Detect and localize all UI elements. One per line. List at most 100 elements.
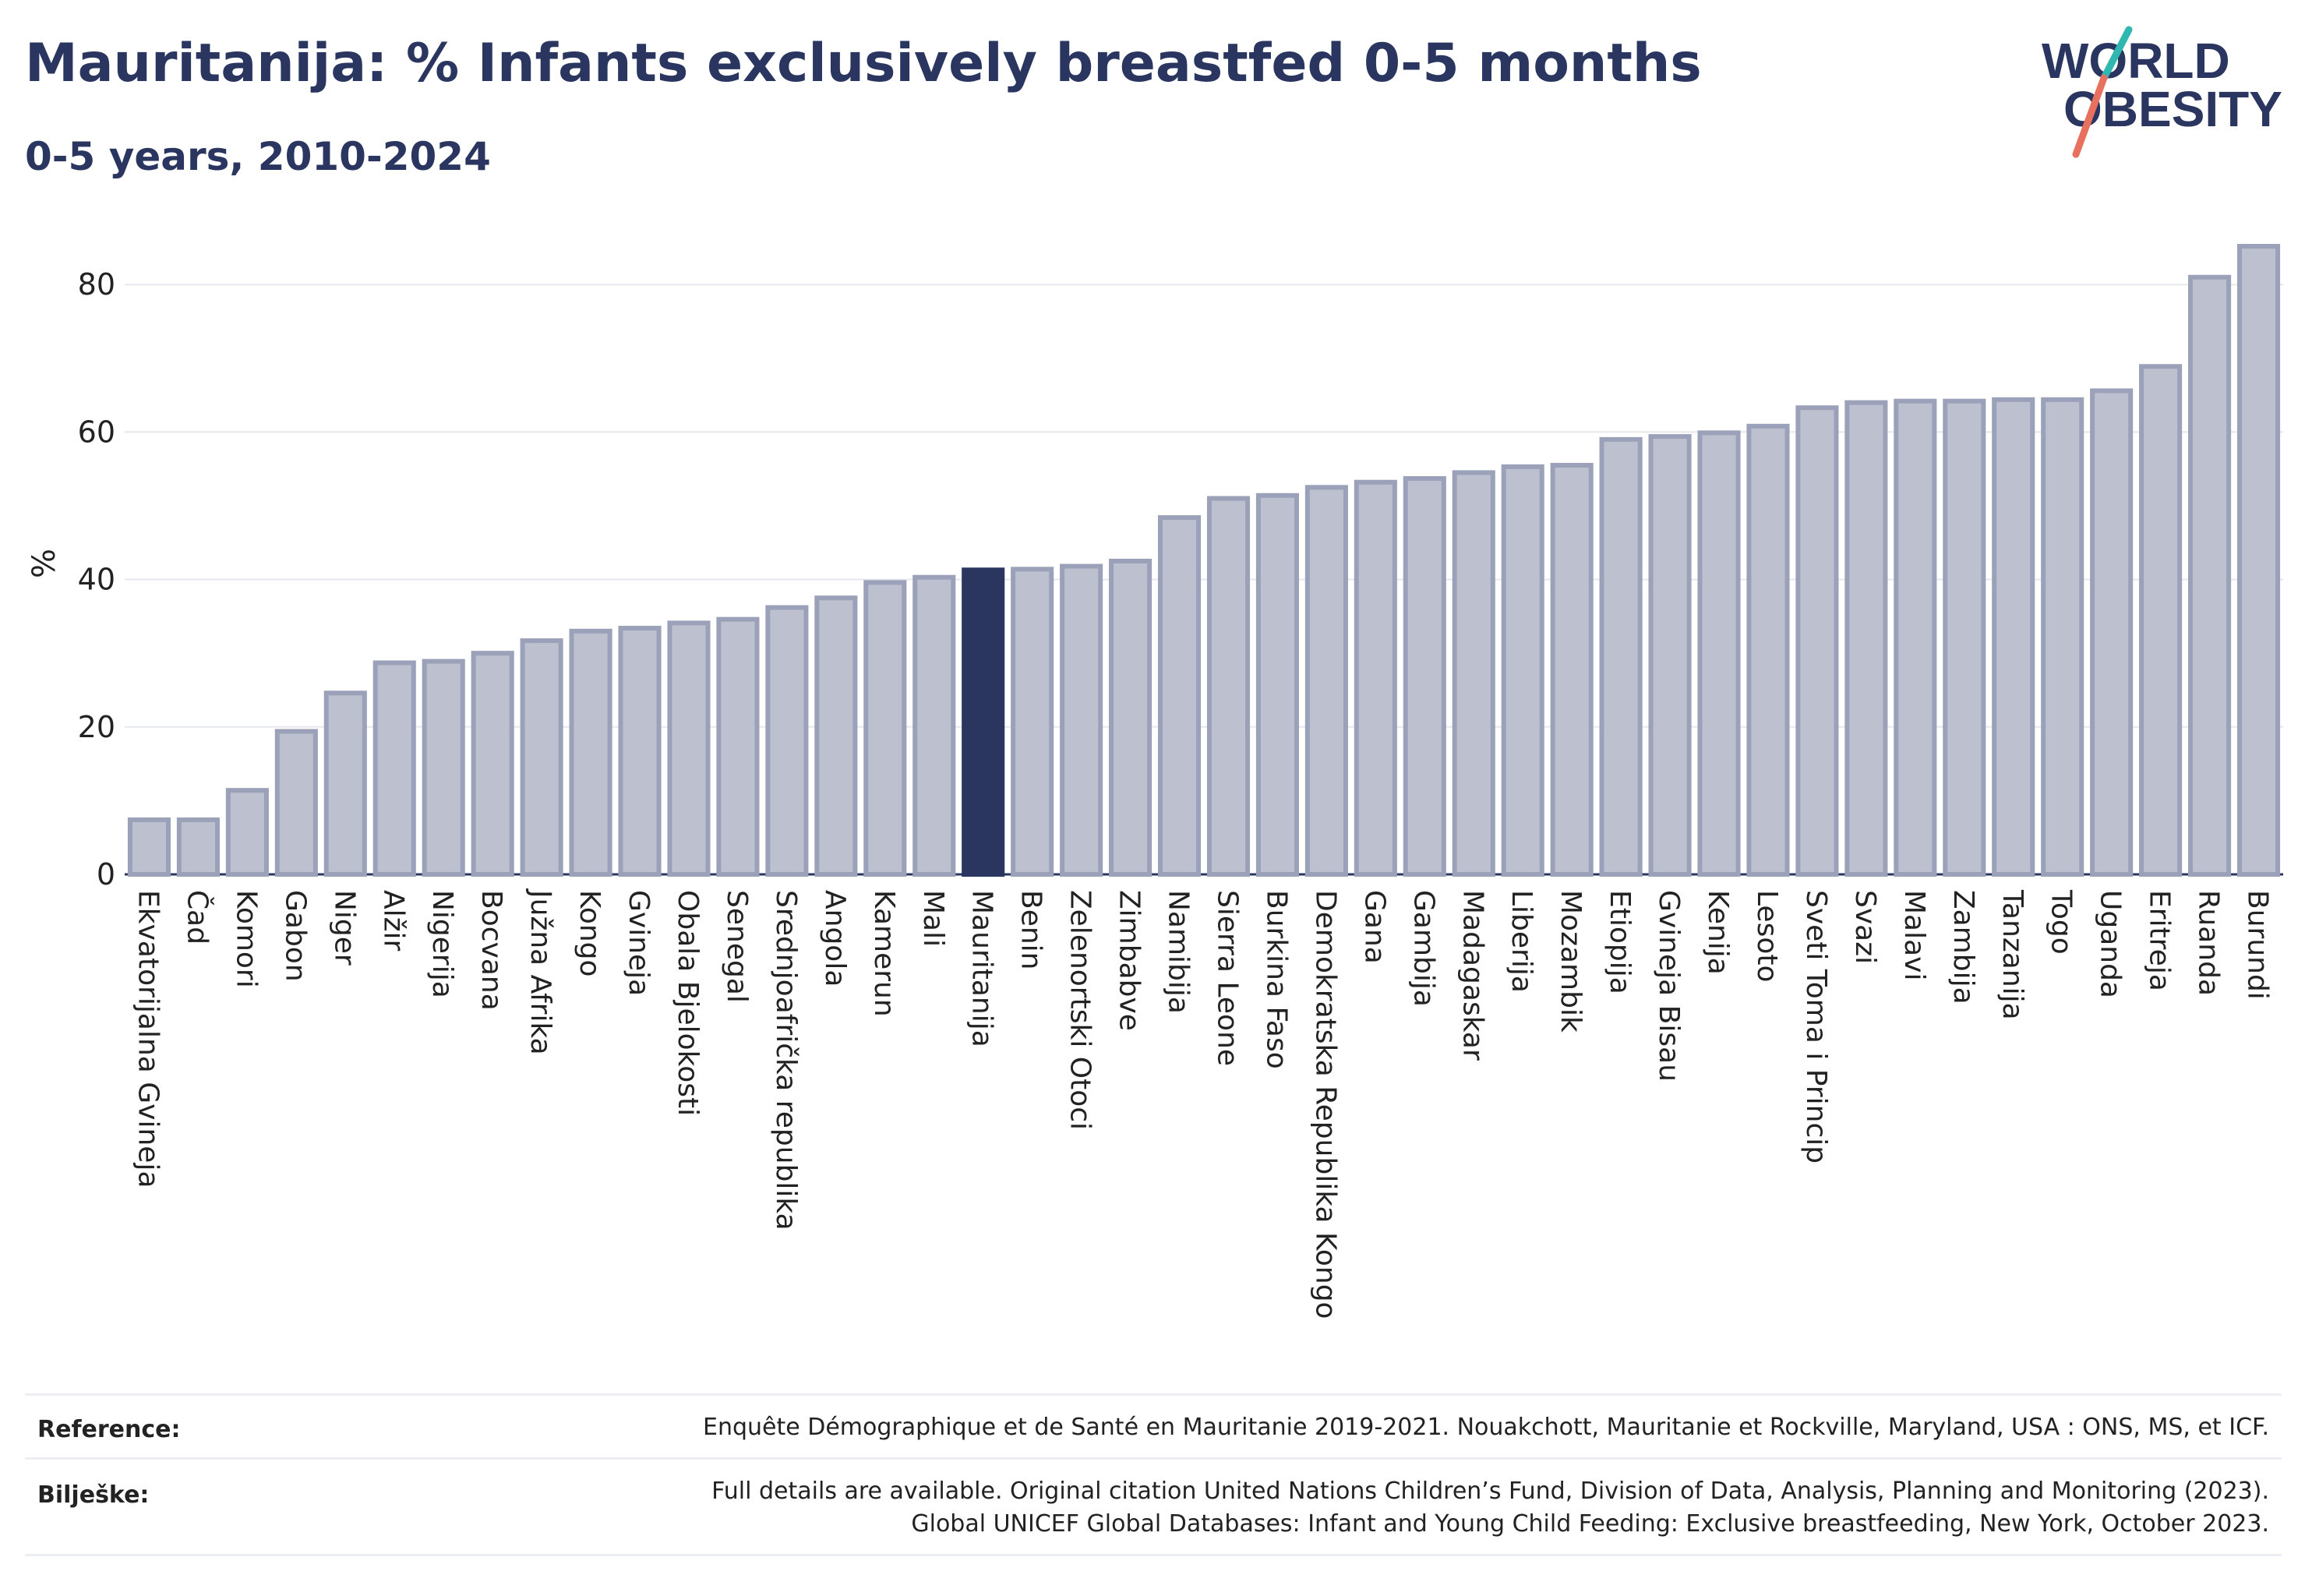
x-tick-label: Eritreja: [2144, 890, 2176, 991]
bar: [1354, 479, 1397, 877]
x-tick-label: Ekvatorijalna Gvineja: [132, 890, 164, 1188]
y-tick-label: 40: [78, 563, 115, 597]
x-tick-label: Gana: [1358, 890, 1390, 964]
x-tick-label: Liberija: [1505, 890, 1537, 993]
x-tick-label: Mali: [917, 890, 949, 947]
x-tick-label: Demokratska Republika Kongo: [1309, 890, 1341, 1319]
bar: [912, 574, 956, 877]
bar: [176, 817, 220, 877]
reference-label: Reference:: [37, 1416, 181, 1443]
bar: [2236, 244, 2281, 877]
bar: [1501, 464, 1544, 877]
bar: [569, 628, 612, 877]
bar: [1060, 563, 1103, 877]
bar: [1452, 470, 1495, 877]
bar: [814, 595, 858, 877]
x-tick-label: Zimbabve: [1114, 890, 1145, 1031]
footer-reference-row: Reference: Enquête Démographique et de S…: [25, 1393, 2282, 1460]
reference-text: Enquête Démographique et de Santé en Mau…: [703, 1414, 2269, 1441]
bar: [422, 659, 465, 877]
x-tick-label: Sierra Leone: [1211, 890, 1243, 1066]
y-tick-label: 0: [97, 857, 115, 892]
bar: [323, 690, 367, 877]
x-tick-label: Tanzanija: [1996, 889, 2028, 1020]
x-tick-label: Etiopija: [1604, 890, 1636, 994]
bar: [863, 580, 907, 877]
x-tick-label: Madagaskar: [1456, 890, 1488, 1061]
bar: [1157, 515, 1202, 877]
x-tick-label: Bocvana: [475, 890, 507, 1011]
bar: [1648, 434, 1692, 877]
x-tick-label: Senegal: [721, 890, 753, 1003]
bar: [1011, 567, 1054, 877]
logo-slash-coral: [2072, 74, 2108, 158]
x-tick-label: Gabon: [279, 890, 311, 982]
x-tick-label: Togo: [2046, 889, 2077, 955]
y-tick-label: 60: [78, 415, 115, 449]
x-tick-label: Zelenortski Otoci: [1064, 890, 1096, 1130]
bar: [1109, 558, 1152, 877]
x-tick-label: Gvineja Bisau: [1653, 890, 1685, 1082]
x-tick-label: Sveti Toma i Princip: [1800, 890, 1832, 1163]
bar: [1697, 430, 1741, 877]
footer-bottom-rule: [25, 1554, 2282, 1556]
y-axis-title: %: [26, 548, 63, 579]
x-tick-label: Ruanda: [2193, 890, 2225, 996]
world-obesity-logo: WORLD OBESITY: [2042, 26, 2282, 158]
x-tick-label: Južna Afrika: [524, 888, 556, 1055]
bar: [471, 651, 514, 877]
chart-title: Mauritanija: % Infants exclusively breas…: [25, 33, 1702, 94]
bar: [1304, 485, 1348, 877]
x-tick-label: Komori: [230, 890, 262, 988]
bar: [716, 616, 760, 877]
x-tick-label: Kenija: [1702, 890, 1734, 975]
bar: [1943, 398, 1986, 877]
x-tick-label: Srednjoafrička republika: [770, 890, 802, 1231]
footer-notes-row: Bilješke: Full details are available. Or…: [25, 1457, 2282, 1556]
bar: [1255, 493, 1299, 877]
bar: [520, 638, 563, 877]
x-tick-label: Burundi: [2242, 890, 2274, 1000]
x-tick-label: Angola: [819, 890, 851, 987]
x-tick-label: Niger: [328, 890, 360, 966]
x-tick-label: Lesoto: [1751, 890, 1783, 983]
bar: [127, 817, 171, 877]
x-tick-label: Obala Bjelokosti: [672, 890, 704, 1116]
bar: [1206, 496, 1251, 877]
x-tick-label: Kongo: [574, 890, 605, 977]
x-tick-labels: Ekvatorijalna Gvineja Čad Komori Gabon Niger…: [132, 888, 2273, 1319]
bar: [1403, 475, 1446, 877]
bar: [1844, 400, 1888, 877]
bar: [1550, 462, 1594, 877]
bar: [372, 660, 416, 877]
bars: [127, 244, 2281, 877]
bar-highlight: [962, 567, 1005, 877]
bar: [1746, 423, 1790, 877]
x-tick-label: Malavi: [1898, 890, 1930, 981]
bar: [1795, 405, 1839, 877]
bar: [667, 620, 711, 877]
x-tick-label: Namibija: [1163, 890, 1195, 1014]
x-tick-label: Gambija: [1407, 890, 1439, 1007]
x-tick-label: Alžir: [377, 890, 409, 952]
bar: [2090, 388, 2134, 877]
chart-subtitle: 0-5 years, 2010-2024: [25, 134, 491, 179]
bar: [765, 605, 809, 877]
x-tick-label: Svazi: [1849, 890, 1881, 964]
y-tick-labels: 0 20 40 60 80: [78, 267, 115, 892]
bar-chart: 0 20 40 60 80 Ekvatorijalna Gvineja Čad Komori…: [78, 244, 2283, 1319]
x-tick-label: Zambija: [1947, 890, 1979, 1005]
x-tick-label: Mozambik: [1555, 890, 1587, 1033]
notes-text-line2: Global UNICEF Global Databases: Infant a…: [911, 1510, 2269, 1538]
notes-label: Bilješke:: [37, 1481, 150, 1509]
x-tick-label: Uganda: [2095, 890, 2127, 998]
x-tick-label: Mauritanija: [966, 890, 998, 1047]
bar: [1894, 398, 1937, 877]
logo-text-world: WORLD: [2042, 33, 2230, 89]
notes-text-line1: Full details are available. Original cit…: [711, 1478, 2269, 1505]
bar: [1599, 436, 1643, 877]
x-tick-label: Benin: [1015, 890, 1047, 969]
y-tick-label: 80: [78, 267, 115, 302]
y-tick-label: 20: [78, 710, 115, 744]
bar: [225, 788, 269, 877]
